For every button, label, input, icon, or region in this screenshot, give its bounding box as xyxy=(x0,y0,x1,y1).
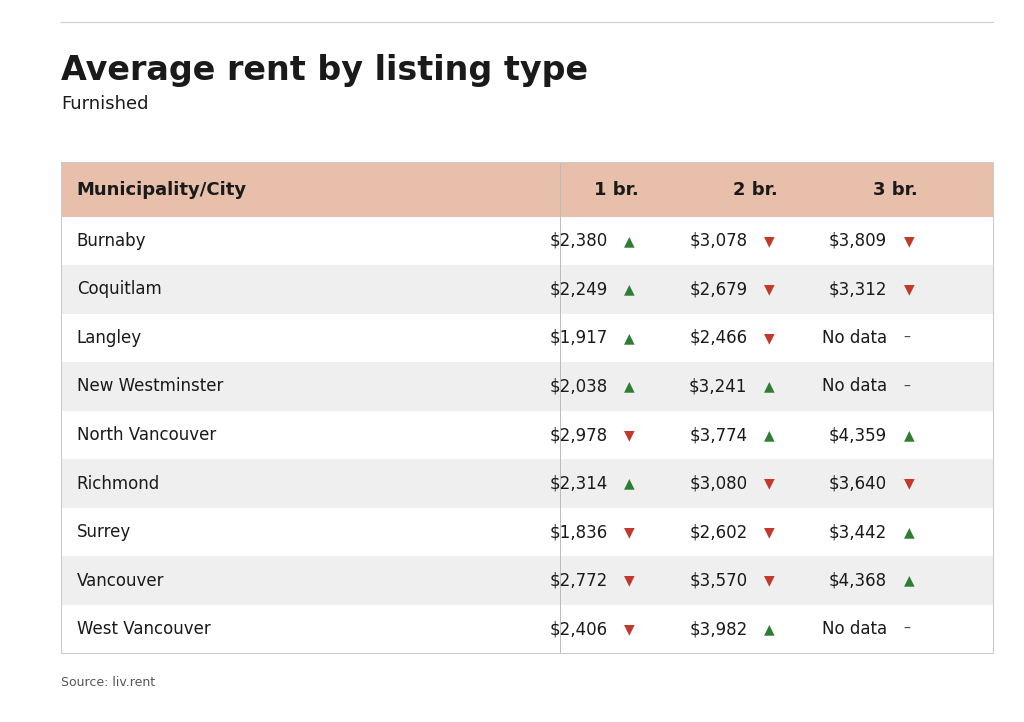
Text: $4,359: $4,359 xyxy=(829,426,887,444)
Text: Source: liv.rent: Source: liv.rent xyxy=(61,676,156,689)
Text: $3,080: $3,080 xyxy=(689,474,748,492)
Text: $2,466: $2,466 xyxy=(689,329,748,347)
Text: ▼: ▼ xyxy=(903,234,914,248)
Text: ▲: ▲ xyxy=(764,622,774,636)
Text: ▲: ▲ xyxy=(903,573,914,588)
Text: ▼: ▼ xyxy=(764,331,774,345)
Text: ▼: ▼ xyxy=(624,573,635,588)
Text: Langley: Langley xyxy=(77,329,142,347)
Text: $1,917: $1,917 xyxy=(550,329,607,347)
Text: ▲: ▲ xyxy=(624,282,635,297)
Text: ▼: ▼ xyxy=(903,282,914,297)
Text: ▲: ▲ xyxy=(764,428,774,442)
Text: $2,380: $2,380 xyxy=(550,232,607,250)
Text: –: – xyxy=(903,622,910,636)
Text: ▼: ▼ xyxy=(624,525,635,539)
Text: ▼: ▼ xyxy=(624,428,635,442)
Text: No data: No data xyxy=(822,329,887,347)
Text: New Westminster: New Westminster xyxy=(77,378,223,396)
Text: Surrey: Surrey xyxy=(77,523,131,541)
Text: Richmond: Richmond xyxy=(77,474,160,492)
Text: $3,982: $3,982 xyxy=(689,620,748,638)
Text: Average rent by listing type: Average rent by listing type xyxy=(61,54,589,87)
Text: $2,249: $2,249 xyxy=(550,280,607,298)
Text: No data: No data xyxy=(822,378,887,396)
Text: $3,241: $3,241 xyxy=(689,378,748,396)
Text: ▼: ▼ xyxy=(764,525,774,539)
Text: ▲: ▲ xyxy=(624,331,635,345)
Text: –: – xyxy=(903,380,910,393)
Text: $3,442: $3,442 xyxy=(829,523,887,541)
Text: $2,679: $2,679 xyxy=(689,280,748,298)
Text: $3,078: $3,078 xyxy=(689,232,748,250)
Text: ▲: ▲ xyxy=(624,477,635,490)
Text: ▼: ▼ xyxy=(764,282,774,297)
Text: Vancouver: Vancouver xyxy=(77,572,164,590)
Text: $3,774: $3,774 xyxy=(689,426,748,444)
Text: ▲: ▲ xyxy=(624,234,635,248)
Text: Municipality/City: Municipality/City xyxy=(77,180,247,199)
Text: $2,978: $2,978 xyxy=(550,426,607,444)
Text: 3 br.: 3 br. xyxy=(873,180,918,199)
Text: ▼: ▼ xyxy=(764,573,774,588)
Text: Furnished: Furnished xyxy=(61,95,148,113)
Text: $4,368: $4,368 xyxy=(829,572,887,590)
Text: $2,772: $2,772 xyxy=(550,572,607,590)
Text: $1,836: $1,836 xyxy=(550,523,607,541)
Text: No data: No data xyxy=(822,620,887,638)
Text: West Vancouver: West Vancouver xyxy=(77,620,211,638)
Text: Coquitlam: Coquitlam xyxy=(77,280,162,298)
Text: ▲: ▲ xyxy=(624,380,635,393)
Text: $2,406: $2,406 xyxy=(550,620,607,638)
Text: 2 br.: 2 br. xyxy=(733,180,778,199)
Text: $3,570: $3,570 xyxy=(689,572,748,590)
Text: ▲: ▲ xyxy=(903,525,914,539)
Text: $3,312: $3,312 xyxy=(828,280,887,298)
Text: –: – xyxy=(903,331,910,345)
Text: $3,809: $3,809 xyxy=(829,232,887,250)
Text: 1 br.: 1 br. xyxy=(594,180,638,199)
Text: Burnaby: Burnaby xyxy=(77,232,146,250)
Text: $2,602: $2,602 xyxy=(689,523,748,541)
Text: ▼: ▼ xyxy=(764,477,774,490)
Text: ▼: ▼ xyxy=(903,477,914,490)
Text: $2,038: $2,038 xyxy=(550,378,607,396)
Text: ▲: ▲ xyxy=(903,428,914,442)
Text: ▼: ▼ xyxy=(624,622,635,636)
Text: $3,640: $3,640 xyxy=(829,474,887,492)
Text: ▲: ▲ xyxy=(764,380,774,393)
Text: ▼: ▼ xyxy=(764,234,774,248)
Text: $2,314: $2,314 xyxy=(549,474,607,492)
Text: North Vancouver: North Vancouver xyxy=(77,426,216,444)
